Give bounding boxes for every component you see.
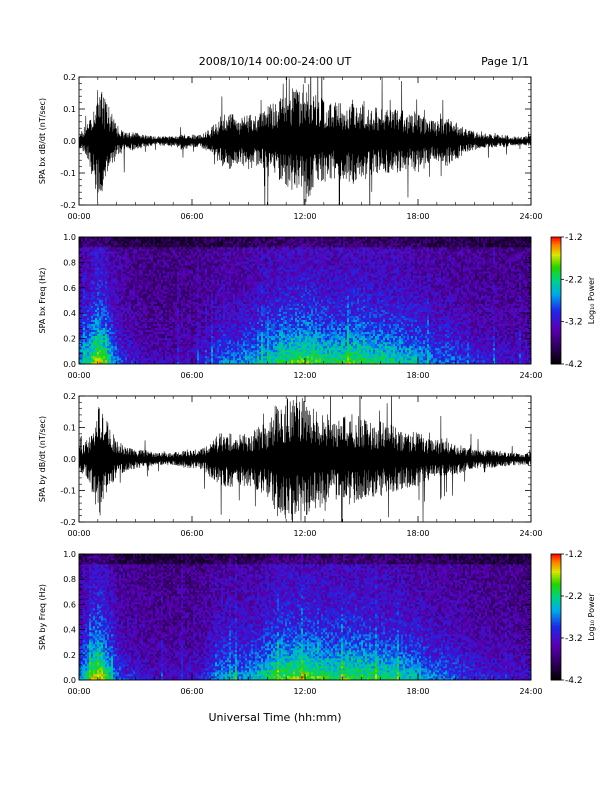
x-tick-label: 06:00 (180, 687, 203, 696)
y-tick-label: 0.0 (63, 360, 76, 369)
x-tick-label: 18:00 (406, 212, 429, 221)
y-tick-label: 0.2 (63, 651, 76, 660)
colorbar-frame (550, 236, 562, 365)
page-number: Page 1/1 (481, 55, 529, 68)
x-tick-label: 00:00 (67, 687, 90, 696)
colorbar-tick-label: -2.2 (565, 592, 583, 602)
panels: 0.2 0.1 0.0 -0.1 -0.2 00:00 06:00 12:00 18:00 24:… (38, 73, 596, 696)
y-tick-label: 0.4 (63, 626, 76, 635)
spectrogram (79, 554, 531, 680)
x-tick-label: 24:00 (519, 371, 542, 380)
y-tick-label: -0.2 (60, 518, 76, 527)
y-tick-label: 0.1 (63, 424, 76, 433)
x-tick-label: 24:00 (519, 687, 542, 696)
x-tick-label: 00:00 (67, 371, 90, 380)
y-tick-label: -0.1 (60, 487, 76, 496)
y-tick-label: 0.0 (63, 676, 76, 685)
y-tick-label: 0.1 (63, 105, 76, 114)
colorbar-tick-label: -4.2 (565, 676, 583, 686)
panel-3: 0.2 0.1 0.0 -0.1 -0.2 00:00 06:00 12:00 18:00 24:… (38, 392, 543, 538)
timeseries-trace (79, 77, 531, 205)
x-tick-label: 06:00 (180, 529, 203, 538)
y-tick-label: -0.2 (60, 201, 76, 210)
colorbar: -1.2 -2.2 -3.2 -4.2 Log₁₀ Power (550, 550, 596, 686)
x-tick-label: 00:00 (67, 212, 90, 221)
colorbar-tick-label: -3.2 (565, 318, 583, 328)
x-tick-label: 12:00 (293, 687, 316, 696)
y-tick-label: 0.2 (63, 335, 76, 344)
x-tick-label: 12:00 (293, 371, 316, 380)
y-axis-label: SPA by dB/dt (nT/sec) (38, 416, 47, 502)
colorbar-tick-label: -2.2 (565, 275, 583, 285)
y-tick-label: 0.6 (63, 600, 76, 609)
y-axis-label: SPA bx Freq (Hz) (38, 268, 47, 334)
y-tick-label: 0.0 (63, 455, 76, 464)
colorbar-tick-label: -1.2 (565, 550, 583, 560)
y-tick-label: 0.6 (63, 284, 76, 293)
x-tick-label: 24:00 (519, 529, 542, 538)
x-tick-label: 12:00 (293, 212, 316, 221)
y-tick-label: 0.2 (63, 73, 76, 82)
x-axis-label: Universal Time (hh:mm) (209, 711, 342, 724)
x-tick-label: 24:00 (519, 212, 542, 221)
colorbar-tick-label: -4.2 (565, 360, 583, 370)
y-tick-label: 0.8 (63, 258, 76, 267)
y-axis-label: SPA bx dB/dt (nT/sec) (38, 98, 47, 184)
x-tick-label: 18:00 (406, 687, 429, 696)
colorbar-tick-label: -1.2 (565, 233, 583, 243)
y-tick-label: -0.1 (60, 169, 76, 178)
y-tick-label: 0.4 (63, 309, 76, 318)
y-tick-label: 1.0 (63, 233, 76, 242)
figure-title: 2008/10/14 00:00-24:00 UT (199, 55, 352, 68)
x-tick-label: 12:00 (293, 529, 316, 538)
colorbar-frame (550, 553, 562, 681)
colorbar: -1.2 -2.2 -3.2 -4.2 Log₁₀ Power (550, 233, 596, 370)
y-tick-label: 0.0 (63, 137, 76, 146)
x-tick-label: 00:00 (67, 529, 90, 538)
spectrogram (79, 237, 531, 364)
x-tick-label: 06:00 (180, 212, 203, 221)
colorbar-label: Log₁₀ Power (587, 276, 596, 324)
x-tick-label: 18:00 (406, 371, 429, 380)
timeseries-trace (79, 396, 531, 522)
y-tick-label: 0.2 (63, 392, 76, 401)
x-tick-label: 06:00 (180, 371, 203, 380)
panel-1: 0.2 0.1 0.0 -0.1 -0.2 00:00 06:00 12:00 18:00 24:… (38, 73, 543, 221)
x-tick-label: 18:00 (406, 529, 429, 538)
y-tick-label: 1.0 (63, 550, 76, 559)
colorbar-tick-label: -3.2 (565, 634, 583, 644)
y-tick-label: 0.8 (63, 575, 76, 584)
panel-4: -1.2 -2.2 -3.2 -4.2 Log₁₀ Power 1.0 0.8 0.6 0.4 0… (38, 550, 596, 696)
y-axis-label: SPA by Freq (Hz) (38, 584, 47, 650)
panel-2: -1.2 -2.2 -3.2 -4.2 Log₁₀ Power 1.0 0.8 0.6 0.4 0… (38, 233, 596, 380)
colorbar-label: Log₁₀ Power (587, 593, 596, 641)
